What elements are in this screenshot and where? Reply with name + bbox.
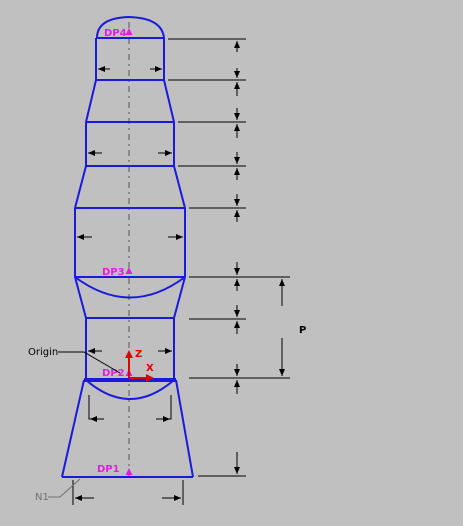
part-outline <box>61 15 194 478</box>
height-dimensions: P <box>168 38 306 477</box>
base-left <box>61 379 85 478</box>
diameter-dimensions <box>72 66 184 505</box>
n1-leader <box>48 478 81 498</box>
top-cap <box>96 15 165 39</box>
z-axis-label: Z <box>135 349 142 360</box>
bowl-right-ext <box>156 395 172 420</box>
datum-points: DP4 DP3 DP2 DP1 <box>97 28 133 475</box>
dp2-label: DP2 <box>102 368 125 379</box>
origin-label: Origin <box>28 347 58 358</box>
dp3-marker <box>125 267 133 274</box>
bowl-upper <box>74 276 186 299</box>
bowl-lower <box>85 379 175 400</box>
n1-label: N1 <box>35 492 49 503</box>
dp4-marker <box>125 28 133 35</box>
base-right <box>175 379 194 478</box>
bowl-left-ext <box>88 395 104 420</box>
x-axis-label: X <box>146 363 154 374</box>
taper2-left <box>74 165 87 209</box>
dp4-label: DP4 <box>104 28 127 39</box>
taper2-right <box>173 165 186 209</box>
dp3-label: DP3 <box>102 267 125 278</box>
taper3-right <box>173 276 186 319</box>
dp1-marker <box>125 468 133 475</box>
taper3-left <box>74 276 87 319</box>
taper1-right <box>163 79 175 123</box>
origin-leader <box>58 351 121 374</box>
dp1-label: DP1 <box>97 464 120 475</box>
taper1-left <box>85 79 97 123</box>
callouts: Origin N1 <box>28 347 121 503</box>
origin-axes: Z X <box>125 349 154 382</box>
p-label: P <box>299 325 306 336</box>
